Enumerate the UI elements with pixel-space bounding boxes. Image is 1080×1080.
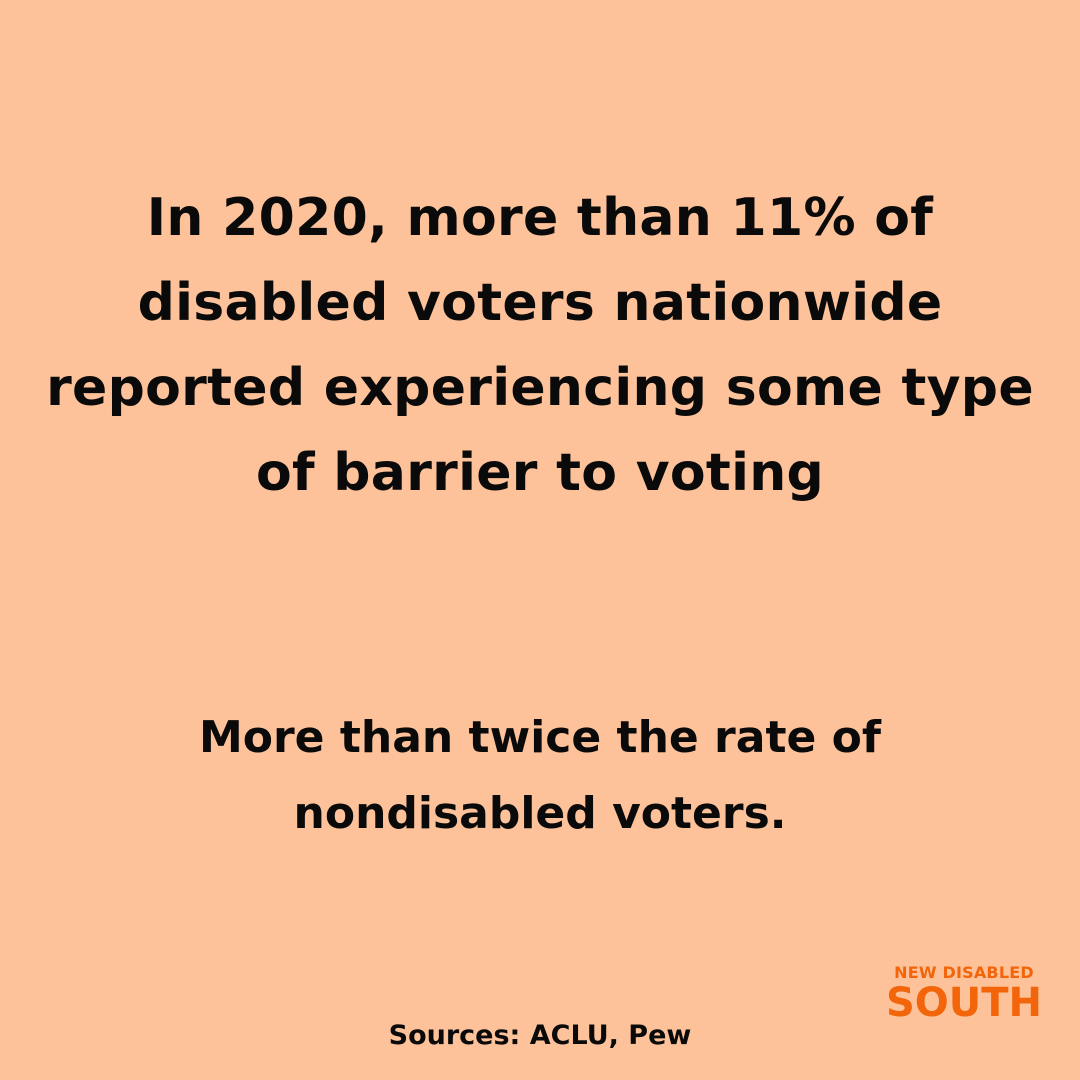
- subline-line: nondisabled voters.: [293, 788, 787, 839]
- subline: More than twice the rate of nondisabled …: [40, 700, 1040, 852]
- logo-text-bottom: SOUTH: [885, 980, 1043, 1026]
- headline-line: disabled voters nationwide: [137, 273, 943, 333]
- subline-line: More than twice the rate of: [198, 712, 882, 763]
- headline-line: of barrier to voting: [255, 443, 825, 503]
- logo-text-top: NEW DISABLED: [894, 963, 1034, 982]
- headline-line: In 2020, more than 11% of: [146, 188, 934, 248]
- headline-line: reported experiencing some type: [46, 358, 1034, 418]
- sources-caption: Sources: ACLU, Pew: [388, 1020, 692, 1051]
- headline: In 2020, more than 11% of disabled voter…: [40, 176, 1040, 516]
- new-disabled-south-logo: NEW DISABLED SOUTH: [884, 963, 1044, 1027]
